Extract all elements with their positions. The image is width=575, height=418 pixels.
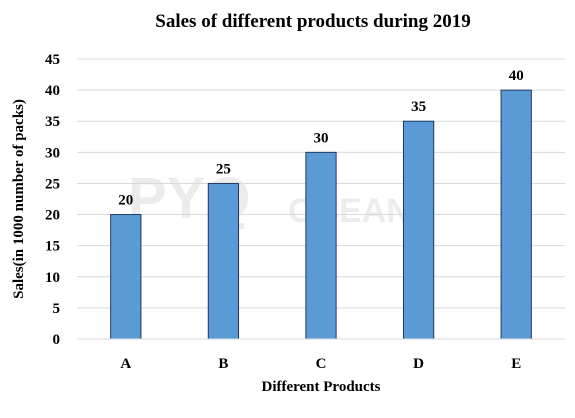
y-tick-label: 30 [45,145,60,161]
bar-b [207,182,240,340]
x-tick-label-c: C [316,356,327,372]
data-label-c: 30 [314,130,329,146]
y-tick-label: 45 [45,52,60,68]
y-tick-label: 15 [45,239,60,255]
x-axis-label: Different Products [261,379,380,395]
y-tick-label: 40 [45,83,60,99]
x-tick-label-e: E [511,356,521,372]
x-tick-label-b: B [218,356,228,372]
y-tick-label: 20 [45,208,60,224]
data-label-e: 40 [509,68,524,84]
data-label-b: 25 [216,161,231,177]
y-axis-ticks: 0 5 10 15 20 25 30 35 40 45 [45,52,60,348]
y-tick-label: 25 [45,176,60,192]
x-axis-ticks: A B C D E [120,356,521,372]
y-tick-label: 35 [45,114,60,130]
data-label-d: 35 [411,99,426,115]
data-labels: 20 25 30 35 40 [118,68,523,208]
y-tick-label: 5 [53,301,61,317]
watermark-logo: PYQ OCEAN [128,166,411,231]
bar-d [402,120,435,340]
data-label-a: 20 [118,193,133,209]
bars [110,89,532,340]
bar-e [500,89,532,340]
y-tick-label: 10 [45,270,60,286]
y-axis-label: Sales(in 1000 number of packs) [11,99,27,299]
y-tick-label: 0 [53,332,61,348]
bar-c [305,151,337,340]
chart-title: Sales of different products during 2019 [155,11,470,32]
x-tick-label-d: D [413,356,424,372]
x-tick-label-a: A [120,356,131,372]
bar-a [110,214,142,340]
